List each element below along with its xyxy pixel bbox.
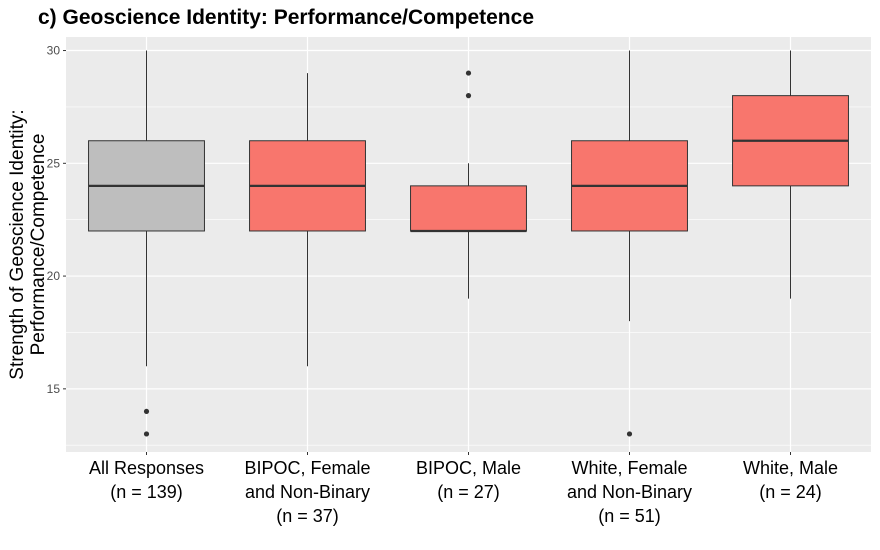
x-category-label: White, Female and Non-Binary (n = 51) — [567, 458, 692, 526]
y-tick-label: 25 — [47, 156, 61, 170]
y-axis-title-line: Strength of Geoscience Identity: — [7, 109, 28, 379]
x-category-label-line: (n = 37) — [276, 506, 339, 526]
box-group — [88, 50, 205, 437]
x-category-label-line: White, Female — [571, 458, 687, 478]
outlier-point — [143, 408, 150, 415]
y-tick-label: 15 — [47, 382, 61, 396]
outlier-point — [465, 70, 472, 76]
x-category-label: White, Male (n = 24) — [743, 458, 838, 502]
x-category-label-line: BIPOC, Female — [244, 458, 370, 478]
y-tick-label: 20 — [47, 269, 61, 283]
box-iqr — [410, 185, 527, 232]
x-category-label-line: (n = 139) — [110, 482, 183, 502]
x-category-label-line: (n = 24) — [759, 482, 822, 502]
outlier-point — [626, 431, 633, 437]
y-axis-title-line: Performance/Competence — [28, 134, 49, 356]
x-category-label: All Responses (n = 139) — [89, 458, 204, 502]
box-group — [410, 70, 527, 299]
x-category-label-line: (n = 27) — [437, 482, 500, 502]
y-axis-title: Strength of Geoscience Identity:Performa… — [7, 109, 49, 379]
x-category-label-line: and Non-Binary — [245, 482, 370, 502]
axes: 15 20 25 30 All Responses (n = 139) BIPOC, Fem… — [7, 44, 838, 526]
x-category-label: BIPOC, Male (n = 27) — [416, 458, 521, 502]
x-category-label-line: and Non-Binary — [567, 482, 692, 502]
box-group — [732, 50, 849, 299]
box-group — [249, 73, 366, 367]
outlier-point — [465, 93, 472, 99]
outlier-point — [143, 431, 150, 437]
x-category-label-line: BIPOC, Male — [416, 458, 521, 478]
chart-title: c) Geoscience Identity: Performance/Comp… — [38, 6, 534, 29]
x-category-label-line: All Responses — [89, 458, 204, 478]
boxes — [88, 50, 849, 437]
box-group — [571, 50, 688, 437]
x-category-label: BIPOC, Female and Non-Binary (n = 37) — [244, 458, 370, 526]
y-tick-label: 30 — [47, 44, 61, 58]
x-category-label-line: White, Male — [743, 458, 838, 478]
x-category-label-line: (n = 51) — [598, 506, 661, 526]
